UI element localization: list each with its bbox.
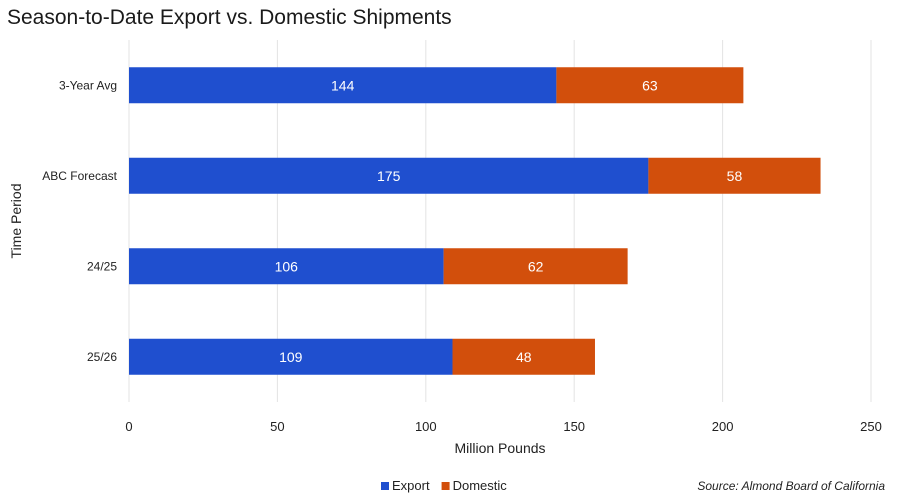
data-label: 58 [727,168,743,184]
bar-export [129,248,444,285]
bar-domestic [556,67,744,104]
data-label: 175 [377,168,401,184]
x-axis-label: Million Pounds [454,440,545,456]
x-tick-label: 0 [125,419,132,434]
y-tick-label: ABC Forecast [42,169,117,183]
legend-swatch-domestic [441,482,450,490]
data-label: 63 [642,77,658,93]
bar-export [129,338,453,375]
bar-domestic [452,338,595,375]
bar-export [129,157,649,194]
legend-swatch-export [381,482,389,490]
chart-title: Season-to-Date Export vs. Domestic Shipm… [7,6,452,29]
x-tick-label: 50 [270,419,284,434]
y-tick-label: 3-Year Avg [59,78,117,92]
bar-domestic [648,157,821,194]
bar-domestic [443,248,628,285]
x-tick-label: 250 [860,419,882,434]
x-tick-label: 150 [563,419,585,434]
data-label: 144 [331,77,355,93]
legend-label: Domestic [453,478,508,493]
data-label: 106 [275,258,299,274]
x-tick-label: 100 [415,419,437,434]
y-tick-label: 25/26 [87,350,117,364]
y-axis-label: Time Period [8,184,24,259]
bar-export [129,67,557,104]
legend-label: Export [392,478,430,493]
data-label: 62 [528,258,544,274]
data-label: 48 [516,349,532,365]
x-tick-label: 200 [712,419,734,434]
data-label: 109 [279,349,303,365]
y-tick-label: 24/25 [87,259,117,273]
source-note: Source: Almond Board of California [697,479,885,493]
